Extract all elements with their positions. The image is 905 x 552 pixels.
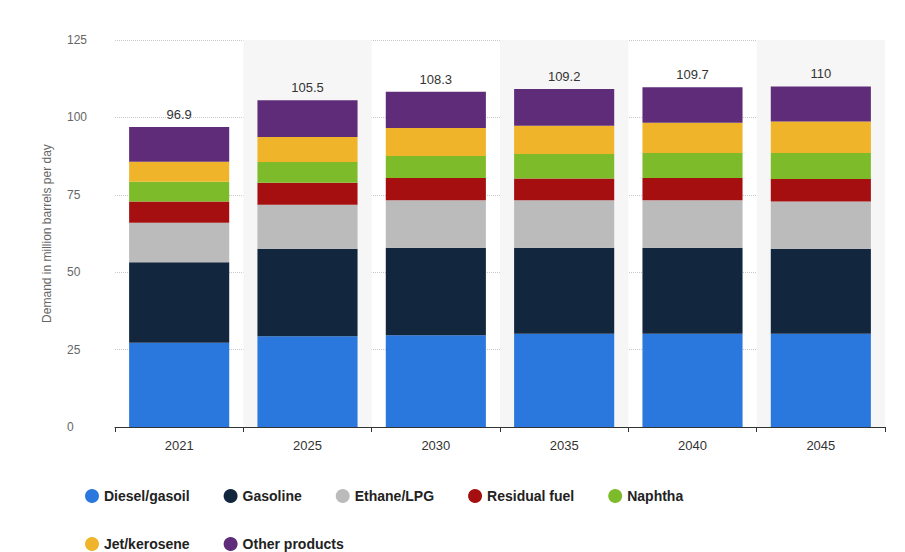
svg-text:2045: 2045 <box>806 438 835 453</box>
svg-text:25: 25 <box>67 343 81 357</box>
svg-text:Naphtha: Naphtha <box>627 488 683 504</box>
svg-text:50: 50 <box>67 265 81 279</box>
svg-text:2030: 2030 <box>421 438 450 453</box>
svg-text:2025: 2025 <box>293 438 322 453</box>
svg-text:110: 110 <box>810 66 831 81</box>
svg-text:Ethane/LPG: Ethane/LPG <box>355 488 434 504</box>
svg-text:109.2: 109.2 <box>548 69 581 84</box>
svg-text:Residual fuel: Residual fuel <box>487 488 574 504</box>
svg-text:100: 100 <box>67 110 87 124</box>
svg-text:125: 125 <box>67 33 87 47</box>
svg-text:2021: 2021 <box>165 438 194 453</box>
svg-text:108.3: 108.3 <box>420 72 453 87</box>
svg-text:Demand in million barrels per: Demand in million barrels per day <box>40 144 54 323</box>
svg-text:0: 0 <box>67 420 74 434</box>
svg-text:Diesel/gasoil: Diesel/gasoil <box>104 488 190 504</box>
svg-text:Gasoline: Gasoline <box>243 488 302 504</box>
svg-text:105.5: 105.5 <box>291 80 324 95</box>
svg-text:Other products: Other products <box>243 536 344 552</box>
svg-text:2035: 2035 <box>550 438 579 453</box>
svg-text:109.7: 109.7 <box>676 67 709 82</box>
svg-text:75: 75 <box>67 188 81 202</box>
svg-text:Jet/kerosene: Jet/kerosene <box>104 536 190 552</box>
svg-text:2040: 2040 <box>678 438 707 453</box>
svg-text:96.9: 96.9 <box>167 107 192 122</box>
